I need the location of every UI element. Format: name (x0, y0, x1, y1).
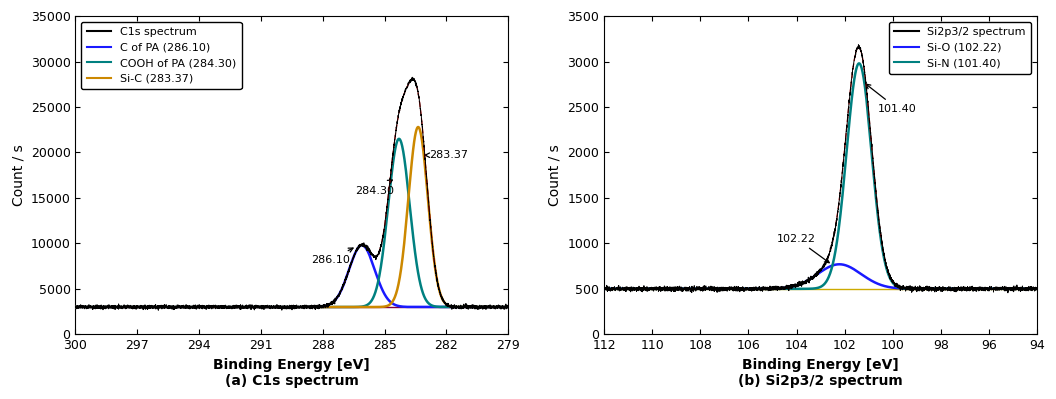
Legend: Si2p3/2 spectrum, Si-O (102.22), Si-N (101.40): Si2p3/2 spectrum, Si-O (102.22), Si-N (1… (888, 22, 1032, 74)
Legend: C1s spectrum, C of PA (286.10), COOH of PA (284.30), Si-C (283.37): C1s spectrum, C of PA (286.10), COOH of … (81, 22, 242, 89)
X-axis label: Binding Energy [eV]
(a) C1s spectrum: Binding Energy [eV] (a) C1s spectrum (213, 358, 371, 388)
Text: 283.37: 283.37 (426, 150, 468, 160)
Text: 284.30: 284.30 (355, 180, 394, 196)
X-axis label: Binding Energy [eV]
(b) Si2p3/2 spectrum: Binding Energy [eV] (b) Si2p3/2 spectrum (738, 358, 903, 388)
Y-axis label: Count / s: Count / s (548, 144, 562, 206)
Text: 102.22: 102.22 (777, 234, 829, 263)
Text: 286.10: 286.10 (312, 248, 353, 265)
Y-axis label: Count / s: Count / s (12, 144, 25, 206)
Text: 101.40: 101.40 (866, 84, 917, 114)
